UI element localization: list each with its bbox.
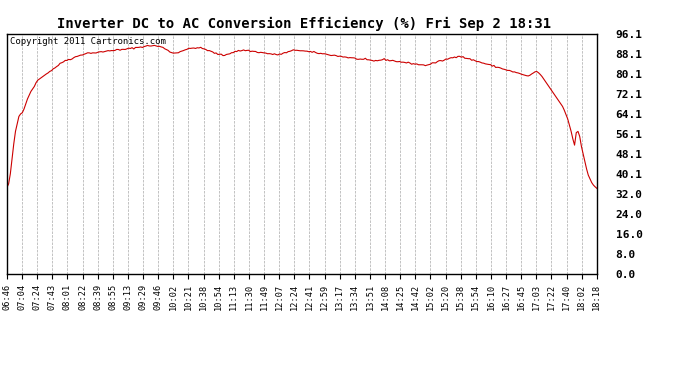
Text: Inverter DC to AC Conversion Efficiency (%) Fri Sep 2 18:31: Inverter DC to AC Conversion Efficiency … xyxy=(57,17,551,31)
Text: Copyright 2011 Cartronics.com: Copyright 2011 Cartronics.com xyxy=(10,38,166,46)
